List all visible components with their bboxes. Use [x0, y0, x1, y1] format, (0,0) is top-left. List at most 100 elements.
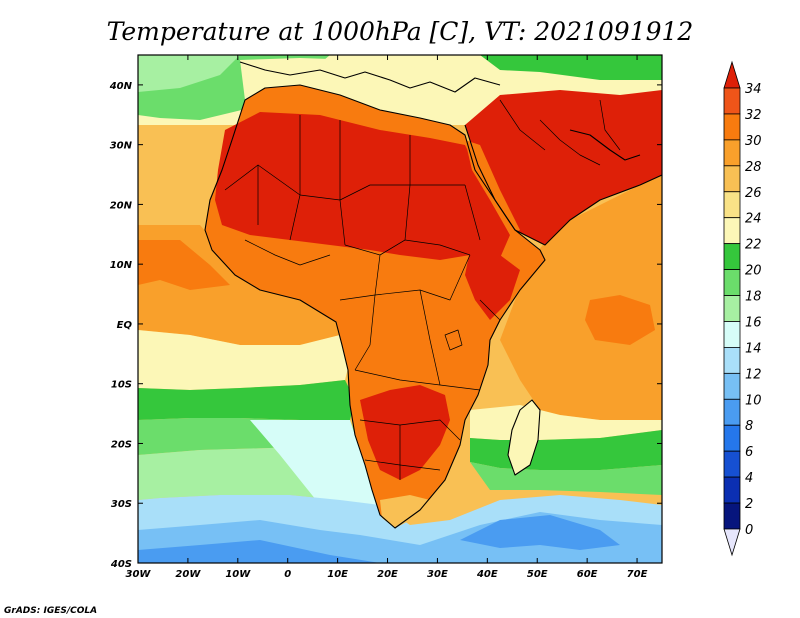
colorbar-swatch — [723, 347, 741, 374]
colorbar-swatch — [723, 165, 741, 193]
lon-tick-label: 50E — [527, 569, 548, 580]
africa-coastline — [204, 84, 546, 529]
map-title: Temperature at 1000hPa [C], VT: 20210919… — [107, 17, 694, 46]
lat-tick-label: 40N — [109, 81, 133, 92]
colorbar-label: 30 — [745, 134, 762, 149]
colorbar-label: 28 — [745, 160, 762, 175]
colorbar-label: 2 — [745, 497, 753, 512]
colorbar-swatch — [723, 113, 741, 141]
colorbar-label: 24 — [745, 212, 762, 227]
latitude-axis: 40N 30N 20N 10N EQ 10S 20S 30S 40S — [109, 81, 662, 570]
lon-tick-label: 70E — [627, 569, 648, 580]
mediterranean-sea-26 — [240, 58, 500, 120]
ocean-southern-8-east — [460, 515, 620, 550]
colorbar-label: 4 — [745, 471, 753, 486]
border-line — [244, 239, 331, 266]
coastlines — [204, 61, 662, 529]
ocean-indian-warm-30 — [585, 295, 655, 345]
red-sea-30 — [465, 140, 520, 235]
cape-warm-26 — [380, 495, 430, 528]
ocean-band-caspian-20 — [480, 55, 662, 80]
lon-tick-label: 60E — [577, 569, 598, 580]
map-frame — [137, 54, 663, 564]
border-line — [464, 184, 481, 241]
border-line — [599, 99, 621, 151]
europe-coastline — [239, 61, 501, 93]
lon-tick-label: 10E — [327, 569, 348, 580]
ocean-indian-28 — [500, 175, 662, 420]
border-line — [499, 99, 546, 151]
arabia-landmass — [465, 90, 662, 245]
colorbar-swatch — [723, 398, 741, 426]
colorbar-label: 16 — [745, 315, 762, 330]
border-line — [257, 164, 465, 201]
border-line — [374, 254, 471, 301]
colorbar-label: 26 — [745, 186, 762, 201]
lon-tick-label: 30W — [126, 569, 152, 580]
border-line — [539, 119, 601, 166]
colorbar-top-triangle — [723, 60, 741, 89]
colorbar-label: 18 — [745, 290, 762, 305]
colorbar-bottom-triangle — [723, 528, 741, 557]
colorbar-swatch — [723, 424, 741, 452]
ocean-band-north-16 — [138, 55, 240, 92]
ocean-south-atlantic-22 — [138, 330, 350, 390]
lon-tick-label: 20W — [175, 569, 201, 580]
ocean-southern-8-west — [138, 540, 380, 563]
colorbar-label: 14 — [745, 341, 762, 356]
colorbar-swatch — [723, 502, 741, 530]
lat-tick-label: 20N — [110, 200, 133, 211]
temperature-field — [138, 55, 662, 563]
sahara-hot-core — [215, 112, 510, 260]
colorbar-swatch — [723, 269, 741, 296]
colorbar-label: 12 — [745, 367, 762, 382]
colorbar-swatch — [723, 139, 741, 167]
colorbar-swatch — [723, 450, 741, 478]
colorbar-swatch — [723, 372, 741, 400]
lon-tick-label: 0 — [284, 569, 291, 580]
colorbar-label: 22 — [745, 238, 762, 253]
colorbar-swatch — [723, 476, 741, 504]
colorbar-swatch — [723, 321, 741, 348]
colorbar-label: 32 — [745, 108, 762, 123]
border-line — [344, 239, 471, 256]
colorbar-swatch — [723, 87, 741, 115]
border-line — [224, 164, 259, 225]
colorbar-label: 10 — [745, 393, 762, 408]
east-africa-hot — [465, 250, 520, 320]
country-borders — [224, 99, 621, 480]
grads-credit: GrADS: IGES/COLA — [4, 606, 97, 616]
arabia-coastline — [464, 124, 662, 246]
lat-tick-label: 20S — [111, 439, 132, 450]
lon-tick-label: 10W — [225, 569, 251, 580]
lat-tick-label: EQ — [117, 320, 133, 331]
lon-tick-label: 40E — [476, 569, 498, 580]
ocean-south-atlantic-20 — [138, 380, 355, 420]
border-line — [339, 120, 346, 246]
colorbar-label: 6 — [745, 445, 753, 460]
longitude-axis: 30W 20W 10W 0 10E 20E 30E 40E 50E 60E 70E — [126, 55, 648, 580]
persian-gulf-coastline — [569, 129, 641, 161]
colorbar-swatch — [723, 191, 741, 219]
lat-tick-label: 30N — [110, 141, 133, 152]
lon-tick-label: 20E — [377, 569, 398, 580]
colorbar-label: 34 — [745, 82, 762, 97]
colorbar-swatch — [723, 295, 741, 322]
colorbar-swatch — [723, 217, 741, 245]
border-line — [359, 419, 461, 441]
colorbar-swatch — [723, 243, 741, 270]
lat-tick-label: 40S — [110, 559, 132, 570]
border-line — [289, 115, 301, 241]
lat-tick-label: 30S — [111, 499, 132, 510]
lat-tick-label: 10N — [110, 260, 133, 271]
border-line — [419, 289, 441, 386]
madagascar-landmass — [508, 400, 540, 475]
border-line — [354, 369, 481, 391]
border-line — [479, 299, 501, 341]
colorbar-label: 0 — [745, 523, 753, 538]
ocean-atlantic-warm-30 — [138, 240, 230, 290]
lake-victoria-outline — [444, 329, 463, 351]
border-line — [354, 294, 376, 371]
